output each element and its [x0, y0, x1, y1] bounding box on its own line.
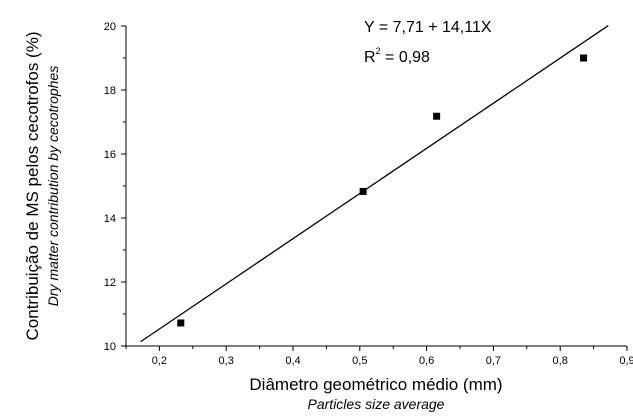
data-point — [177, 319, 185, 327]
y-tick-label: 16 — [104, 149, 116, 161]
x-tick-label: 0,7 — [486, 355, 501, 367]
y-tick-label: 10 — [104, 341, 116, 353]
x-tick-label: 0,2 — [152, 355, 167, 367]
y-tick-label: 18 — [104, 85, 116, 97]
x-axis-subtitle: Particles size average — [308, 396, 445, 412]
y-tick-label: 14 — [104, 213, 116, 225]
axis-ticks: 0,2 0,3 0,4 0,5 0,6 0,7 0,8 0,9 10 12 14 16 18 20 — [104, 21, 633, 367]
x-axis-title: Diâmetro geométrico médio (mm) — [249, 375, 502, 394]
x-tick-label: 0,9 — [619, 355, 633, 367]
regression-line — [140, 25, 609, 343]
y-tick-label: 20 — [104, 21, 116, 33]
data-point — [580, 54, 588, 62]
x-tick-label: 0,6 — [419, 355, 434, 367]
y-tick-label: 12 — [104, 277, 116, 289]
x-tick-label: 0,3 — [219, 355, 234, 367]
y-axis-subtitle: Dry matter contribution by cecotrophes — [45, 66, 61, 306]
x-tick-label: 0,8 — [553, 355, 568, 367]
r-squared-label: R2 = 0,98 — [364, 46, 430, 66]
x-tick-label: 0,4 — [285, 355, 300, 367]
x-tick-label: 0,5 — [352, 355, 367, 367]
data-point — [359, 187, 367, 195]
regression-equation: Y = 7,71 + 14,11X — [364, 19, 492, 36]
plot-frame — [125, 26, 627, 347]
data-point — [433, 112, 441, 120]
data-marks — [140, 25, 609, 343]
y-axis-title: Contribuição de MS pelos cecotrofos (%) — [23, 32, 42, 341]
